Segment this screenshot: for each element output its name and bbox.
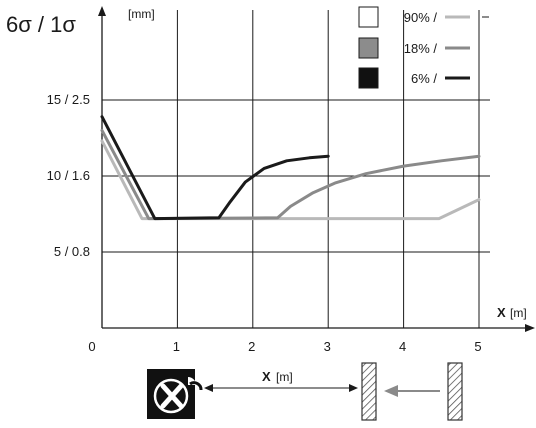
- legend-swatch: [358, 37, 379, 59]
- y-tick-label: 10 / 1.6: [47, 168, 90, 183]
- series-line-1: [100, 128, 481, 221]
- axes: [98, 6, 535, 332]
- legend-label: 90% /: [404, 10, 438, 25]
- x-axis-label: X: [497, 305, 506, 320]
- y-tick-labels: 5 / 0.8 10 / 1.6 15 / 2.5: [47, 92, 90, 259]
- series-line-2: [100, 115, 330, 221]
- x-tick-label: 4: [399, 339, 406, 354]
- target-near: [361, 362, 377, 421]
- target-far: [447, 362, 463, 421]
- y-tick-label: 5 / 0.8: [54, 244, 90, 259]
- x-tick-label: 5: [474, 339, 481, 354]
- distance-unit: [m]: [276, 370, 293, 384]
- distance-arrow: [204, 384, 358, 392]
- legend-swatch: [358, 67, 379, 89]
- x-axis-unit: [m]: [510, 306, 527, 320]
- x-axis-arrow: [525, 324, 535, 332]
- distance-label: X: [262, 369, 271, 384]
- movement-arrow: [384, 385, 440, 397]
- x-sensor-logo-icon: [147, 369, 203, 419]
- y-tick-label: 15 / 2.5: [47, 92, 90, 107]
- x-tick-label: 3: [324, 339, 331, 354]
- legend-label: 18% /: [404, 41, 438, 56]
- y-axis-title: 6σ / 1σ: [6, 12, 76, 37]
- gridlines: [102, 10, 490, 328]
- x-tick-labels: 0 1 2 3 4 5: [88, 339, 481, 354]
- measurement-diagram: X [m]: [147, 362, 463, 421]
- series-lines: [100, 115, 481, 221]
- legend: 90% / 18% / 6% /: [358, 6, 489, 89]
- legend-swatch: [358, 6, 379, 28]
- y-axis-unit: [mm]: [128, 7, 155, 21]
- x-tick-label: 1: [173, 339, 180, 354]
- series-line-0: [100, 139, 481, 221]
- y-axis-arrow: [98, 6, 106, 16]
- x-tick-label: 2: [248, 339, 255, 354]
- x-tick-label: 0: [88, 339, 95, 354]
- legend-label: 6% /: [411, 71, 437, 86]
